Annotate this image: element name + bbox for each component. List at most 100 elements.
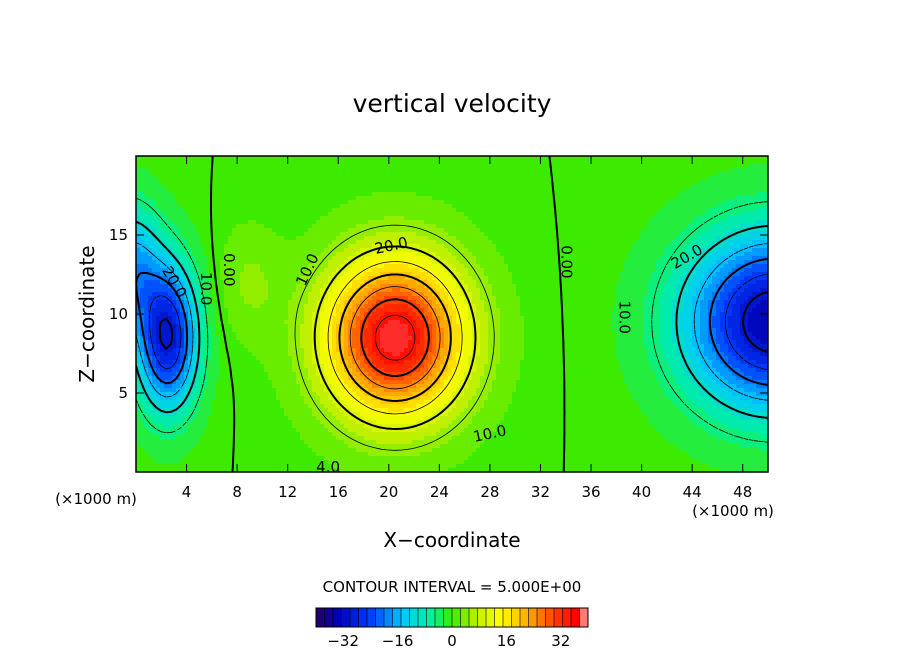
field-cell [244,200,249,205]
field-cell [272,288,277,293]
field-cell [348,320,353,325]
field-cell [336,380,341,385]
field-cell [164,312,169,317]
field-cell [348,212,353,217]
field-cell [196,200,201,205]
field-cell [360,204,365,209]
field-cell [228,180,233,185]
field-cell [236,212,241,217]
field-cell [332,440,337,445]
field-cell [260,204,265,209]
field-cell [256,444,261,449]
field-cell [304,328,309,333]
field-cell [312,444,317,449]
field-cell [192,464,197,469]
field-cell [144,160,149,165]
field-cell [324,392,329,397]
field-cell [196,400,201,405]
field-cell [272,248,277,253]
field-cell [376,392,381,397]
field-cell [316,420,321,425]
field-cell [304,288,309,293]
field-cell [200,364,205,369]
field-cell [356,372,361,377]
field-cell [220,344,225,349]
field-cell [284,348,289,353]
field-cell [360,372,365,377]
field-cell [184,292,189,297]
field-cell [148,180,153,185]
field-cell [224,248,229,253]
field-cell [320,336,325,341]
field-cell [372,400,377,405]
field-cell [172,464,177,469]
field-cell [248,424,253,429]
field-cell [380,452,385,457]
field-cell [184,208,189,213]
field-cell [168,300,173,305]
field-cell [320,344,325,349]
field-cell [256,212,261,217]
field-cell [140,260,145,265]
field-cell [196,460,201,465]
field-cell [300,372,305,377]
field-cell [316,236,321,241]
field-cell [200,276,205,281]
field-cell [188,168,193,173]
field-cell [344,180,349,185]
field-cell [316,300,321,305]
field-cell [380,280,385,285]
field-cell [144,408,149,413]
field-cell [208,260,213,265]
field-cell [308,320,313,325]
field-cell [192,372,197,377]
field-cell [260,460,265,465]
field-cell [352,432,357,437]
field-cell [384,300,389,305]
field-cell [284,272,289,277]
field-cell [208,324,213,329]
field-cell [336,324,341,329]
field-cell [228,348,233,353]
field-cell [200,316,205,321]
field-cell [200,460,205,465]
field-cell [348,300,353,305]
field-cell [368,420,373,425]
field-cell [284,264,289,269]
field-cell [368,448,373,453]
field-cell [288,320,293,325]
field-cell [288,236,293,241]
field-cell [376,440,381,445]
field-cell [156,280,161,285]
field-cell [312,168,317,173]
field-cell [340,392,345,397]
field-cell [376,356,381,361]
field-cell [200,320,205,325]
field-cell [380,332,385,337]
field-cell [152,452,157,457]
field-cell [204,432,209,437]
field-cell [340,320,345,325]
field-cell [332,384,337,389]
field-cell [180,308,185,313]
field-cell [236,376,241,381]
field-cell [156,272,161,277]
field-cell [300,388,305,393]
field-cell [224,160,229,165]
field-cell [168,216,173,221]
field-cell [176,348,181,353]
field-cell [236,296,241,301]
field-cell [268,356,273,361]
field-cell [212,336,217,341]
field-cell [356,208,361,213]
field-cell [232,304,237,309]
field-cell [264,216,269,221]
field-cell [388,216,393,221]
field-cell [244,380,249,385]
field-cell [252,456,257,461]
field-cell [168,184,173,189]
field-cell [232,224,237,229]
field-cell [288,188,293,193]
field-cell [148,288,153,293]
field-cell [212,396,217,401]
